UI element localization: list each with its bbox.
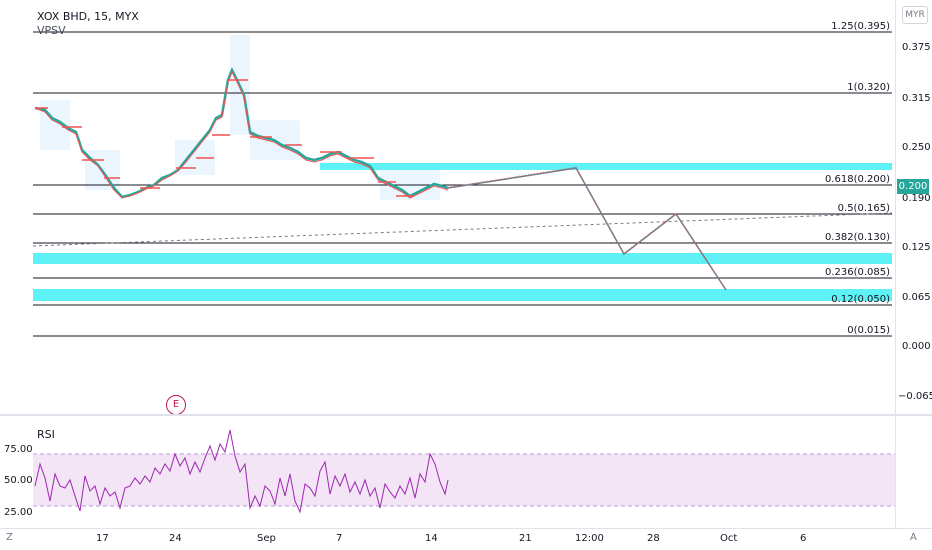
time-tick: 12:00 [575, 533, 604, 544]
fib-label-0: 0(0.015) [847, 325, 890, 336]
rsi-tick: 25.00 [4, 507, 33, 518]
time-tick: 21 [519, 533, 532, 544]
fib-label-1: 1(0.320) [847, 82, 890, 93]
time-tick: Oct [720, 533, 738, 544]
price-tick: 0.315 [902, 93, 931, 104]
rsi-title[interactable]: RSI [37, 428, 55, 441]
indicator-label[interactable]: VPSV [37, 24, 66, 37]
symbol-title[interactable]: XOX BHD, 15, MYX [37, 10, 139, 23]
fib-label-0.618: 0.618(0.200) [824, 174, 890, 185]
time-tick: Sep [257, 533, 276, 544]
level-markers [35, 79, 414, 197]
zone-upper [320, 163, 892, 170]
fib-label-0.382: 0.382(0.130) [824, 232, 890, 243]
time-tick: 17 [96, 533, 109, 544]
price-tick: 0.125 [902, 242, 931, 253]
price-tick: 0.190 [902, 193, 931, 204]
earnings-event-marker[interactable]: E [166, 395, 186, 415]
price-tick: 0.065 [902, 292, 931, 303]
rsi-tick: 50.00 [4, 475, 33, 486]
fib-label-0.12: 0.12(0.050) [831, 294, 890, 305]
volume-profile [40, 35, 440, 200]
fib-label-1.25: 1.25(0.395) [831, 21, 890, 32]
rsi-line [34, 429, 449, 514]
fib-label-0.236: 0.236(0.085) [824, 267, 890, 278]
price-tick: 0.375 [902, 42, 931, 53]
fib-label-0.5: 0.5(0.165) [837, 203, 890, 214]
projection-path [447, 167, 727, 291]
current-price-badge: 0.200 [897, 179, 929, 194]
time-tick: 7 [336, 533, 343, 544]
price-tick: 0.000 [902, 341, 931, 352]
rsi-tick: 75.00 [4, 444, 33, 455]
time-tick: 24 [169, 533, 182, 544]
price-axis-border [895, 0, 896, 528]
timezone-button[interactable]: Z [6, 532, 13, 543]
price-chart[interactable] [0, 0, 895, 414]
price-tick: −0.065 [898, 391, 932, 402]
fib-lines [33, 31, 892, 337]
pane-divider[interactable] [0, 414, 932, 416]
time-tick: 6 [800, 533, 807, 544]
zone-middle [33, 253, 892, 264]
zone-lower [33, 289, 892, 301]
trend-line [32, 212, 893, 247]
rsi-chart[interactable] [0, 416, 895, 528]
time-tick: 28 [647, 533, 660, 544]
time-tick: 14 [425, 533, 438, 544]
support-resistance-zones [33, 163, 892, 301]
time-axis-border [0, 528, 932, 529]
currency-button[interactable]: MYR [902, 6, 928, 24]
auto-scale-button[interactable]: A [910, 532, 917, 543]
price-tick: 0.250 [902, 142, 931, 153]
rsi-band [33, 454, 895, 506]
